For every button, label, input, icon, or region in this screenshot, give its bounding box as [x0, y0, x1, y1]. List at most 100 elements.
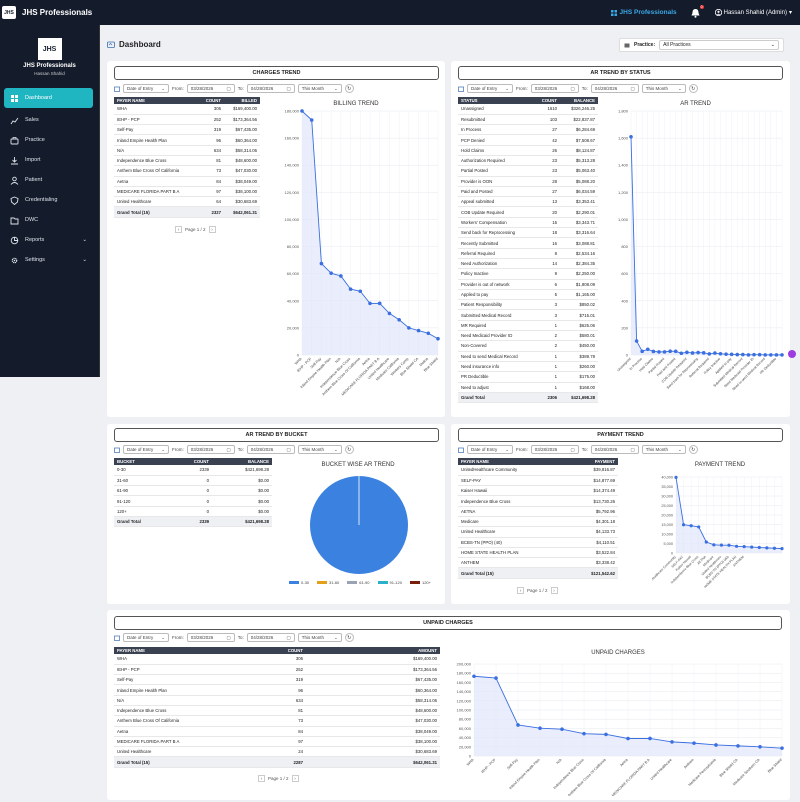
sidebar-item-import[interactable]: Import — [0, 150, 99, 170]
table-row[interactable]: WHA 306 $169,400.00 — [114, 654, 440, 665]
table-row[interactable]: Authorization Required 23 $5,313.28 — [458, 155, 598, 167]
from-date-input[interactable]: 03/28/2026 ▢ — [186, 633, 235, 642]
period-select[interactable]: This Month ⌄ — [297, 633, 342, 642]
data-point[interactable] — [724, 352, 728, 356]
data-point[interactable] — [416, 328, 421, 333]
data-point[interactable] — [377, 301, 382, 306]
data-point[interactable] — [651, 349, 656, 354]
table-row[interactable]: WHA 306 $169,400.00 — [114, 104, 260, 115]
data-point[interactable] — [407, 326, 411, 330]
table-row[interactable]: United Healthcare 64 $30,683.69 — [114, 196, 260, 208]
table-row[interactable]: Inland Empire Health Plan 96 $60,364.00 — [114, 134, 260, 146]
table-row[interactable]: Applied to pay 5 $1,165.00 — [458, 289, 598, 301]
table-row[interactable]: Referral Required 8 $2,534.16 — [458, 248, 598, 259]
refresh-icon[interactable]: ↻ — [688, 445, 698, 454]
table-row[interactable]: Non-Covered 2 $450.00 — [458, 340, 598, 352]
data-point[interactable] — [689, 524, 693, 528]
table-row[interactable]: 91-120 0 $0.00 — [114, 495, 272, 507]
user-menu[interactable]: Hassan Shahid (Admin) ▾ — [714, 9, 792, 16]
table-row[interactable]: MR Required 1 $625.06 — [458, 320, 598, 332]
data-point[interactable] — [516, 723, 520, 727]
table-row[interactable]: Paid and Posted 27 $6,034.59 — [458, 186, 598, 198]
to-date-input[interactable]: 04/28/2026 ▢ — [590, 445, 639, 454]
table-row[interactable]: COB Update Required 20 $2,290.01 — [458, 206, 598, 218]
period-select[interactable]: This Month ⌄ — [641, 445, 686, 454]
legend-item[interactable]: 120+ — [409, 580, 431, 585]
data-point[interactable] — [704, 540, 708, 544]
table-row[interactable]: Resubmitted 103 $22,837.87 — [458, 114, 598, 126]
table-row[interactable]: Anthem Blue Cross Of California 73 $47,030… — [114, 165, 260, 177]
to-date-input[interactable]: 04/28/2026 ▢ — [590, 84, 639, 93]
data-point[interactable] — [640, 349, 644, 354]
data-point[interactable] — [560, 727, 564, 731]
table-row[interactable]: Aetna 84 $38,049.00 — [114, 726, 440, 737]
data-point[interactable] — [712, 543, 716, 547]
from-date-input[interactable]: 03/28/2026 ▢ — [186, 84, 235, 93]
to-date-input[interactable]: 04/28/2026 ▢ — [246, 84, 295, 93]
table-row[interactable]: MEDICARE FLORIDA PART B A 97 $38,100.00 — [114, 736, 440, 748]
data-point[interactable] — [538, 726, 542, 731]
data-point[interactable] — [757, 352, 762, 357]
from-date-input[interactable]: 03/28/2026 ▢ — [530, 84, 579, 93]
data-point[interactable] — [718, 351, 723, 356]
data-point[interactable] — [734, 544, 739, 548]
data-point[interactable] — [714, 743, 718, 747]
sidebar-item-practice[interactable]: Practice — [0, 130, 99, 150]
data-point[interactable] — [629, 134, 633, 139]
data-point[interactable] — [436, 336, 440, 341]
data-point[interactable] — [673, 349, 678, 354]
data-point[interactable] — [358, 289, 363, 294]
sidebar-item-credentialing[interactable]: Credentialing — [0, 190, 99, 210]
from-date-input[interactable]: 03/28/2026 ▢ — [186, 445, 235, 454]
table-row[interactable]: MEDICARE FLORIDA PART B A 97 $38,100.00 — [114, 186, 260, 198]
table-row[interactable]: 61-90 0 $0.00 — [114, 485, 272, 497]
table-row[interactable]: Policy Inactive 9 $2,250.00 — [458, 268, 598, 280]
data-point[interactable] — [741, 352, 745, 357]
legend-item[interactable]: 61-90 — [347, 580, 370, 585]
data-point[interactable] — [679, 351, 684, 356]
data-point[interactable] — [719, 543, 724, 547]
data-point[interactable] — [690, 351, 695, 355]
table-row[interactable]: BCBS-TN (PPO) (40) $4,110.51 — [458, 537, 618, 548]
table-row[interactable]: United Healthcare $4,133.73 — [458, 526, 618, 538]
data-point[interactable] — [750, 545, 754, 549]
table-row[interactable]: SELF-PAY $14,877.69 — [458, 475, 618, 487]
table-row[interactable]: N/A 634 $58,314.06 — [114, 145, 260, 156]
data-point[interactable] — [582, 731, 586, 736]
table-row[interactable]: UnitedHealthcare Community $39,816.87 — [458, 465, 618, 476]
table-row[interactable]: Medicare $4,301.18 — [458, 516, 618, 528]
data-point[interactable] — [668, 349, 672, 354]
prev-page-button[interactable]: ‹ — [175, 226, 182, 233]
table-row[interactable]: PCP Denied 42 $7,508.67 — [458, 134, 598, 146]
table-row[interactable]: Aetna 84 $38,049.00 — [114, 176, 260, 187]
data-point[interactable] — [339, 274, 343, 278]
data-point[interactable] — [426, 331, 431, 336]
to-date-input[interactable]: 04/28/2026 ▢ — [246, 445, 295, 454]
data-point[interactable] — [645, 347, 650, 352]
data-point[interactable] — [727, 543, 731, 547]
period-select[interactable]: This Month ⌄ — [297, 445, 342, 454]
data-point[interactable] — [670, 740, 674, 744]
table-row[interactable]: Need to adjust 1 $168.00 — [458, 382, 598, 393]
table-row[interactable]: Patient Responsibility 3 $850.02 — [458, 299, 598, 311]
table-row[interactable]: Submitted Medical Record 3 $715.01 — [458, 309, 598, 321]
table-row[interactable]: United Healthcare 24 $30,683.69 — [114, 746, 440, 758]
notifications-button[interactable]: 0 — [691, 4, 704, 18]
data-point[interactable] — [626, 736, 630, 741]
data-point[interactable] — [348, 287, 353, 291]
table-row[interactable]: AETNA $5,792.96 — [458, 506, 618, 517]
table-row[interactable]: 31-60 0 $0.00 — [114, 475, 272, 487]
legend-item[interactable]: 31-60 — [317, 580, 339, 585]
sidebar-item-settings[interactable]: Settings ⌄ — [0, 250, 99, 270]
data-point[interactable] — [681, 523, 686, 527]
table-row[interactable]: Inland Empire Health Plan 96 $60,364.00 — [114, 684, 440, 696]
refresh-icon[interactable]: ↻ — [688, 84, 698, 93]
data-point[interactable] — [713, 351, 717, 355]
legend-item[interactable]: 91-120 — [377, 580, 402, 585]
table-row[interactable]: Independence Blue Cross 81 $48,600.00 — [114, 705, 440, 717]
table-row[interactable]: Kaiser Hawaii $14,374.49 — [458, 485, 618, 497]
to-date-input[interactable]: 04/28/2026 ▢ — [246, 633, 295, 642]
data-point[interactable] — [329, 271, 333, 275]
table-row[interactable]: Workers' Compensation 15 $3,343.71 — [458, 217, 598, 229]
data-point[interactable] — [662, 350, 667, 354]
